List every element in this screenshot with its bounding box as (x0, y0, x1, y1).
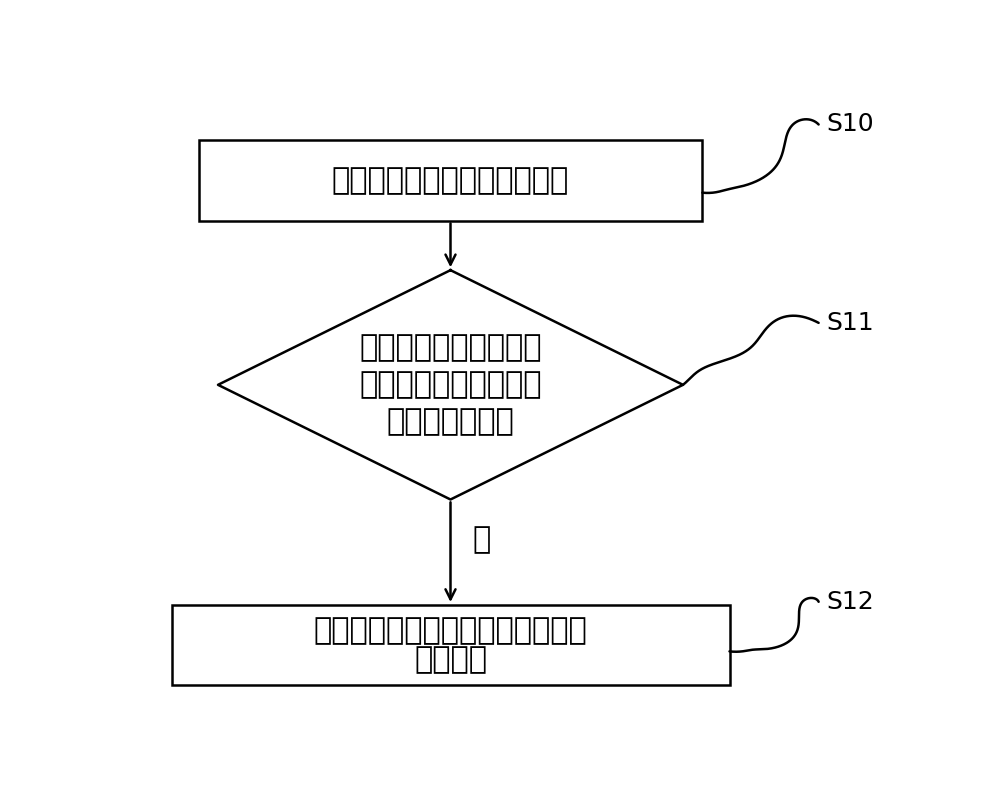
Bar (199, 140, 702, 221)
Text: S12: S12 (826, 590, 874, 613)
Text: S10: S10 (826, 113, 874, 137)
Text: S11: S11 (826, 311, 874, 335)
Text: 接收信号的功率是否满: 接收信号的功率是否满 (359, 370, 542, 399)
Bar (172, 605, 730, 686)
Text: 足所述功率门限: 足所述功率门限 (387, 407, 514, 436)
Text: 增益控制: 增益控制 (414, 646, 487, 675)
Text: 基于所述功率门限判断: 基于所述功率门限判断 (359, 333, 542, 362)
Text: 预先设置接收信号的功率门限: 预先设置接收信号的功率门限 (332, 166, 569, 195)
Text: 根据所述接收信号的功率进行模拟: 根据所述接收信号的功率进行模拟 (314, 616, 587, 645)
Text: 是: 是 (472, 526, 491, 555)
